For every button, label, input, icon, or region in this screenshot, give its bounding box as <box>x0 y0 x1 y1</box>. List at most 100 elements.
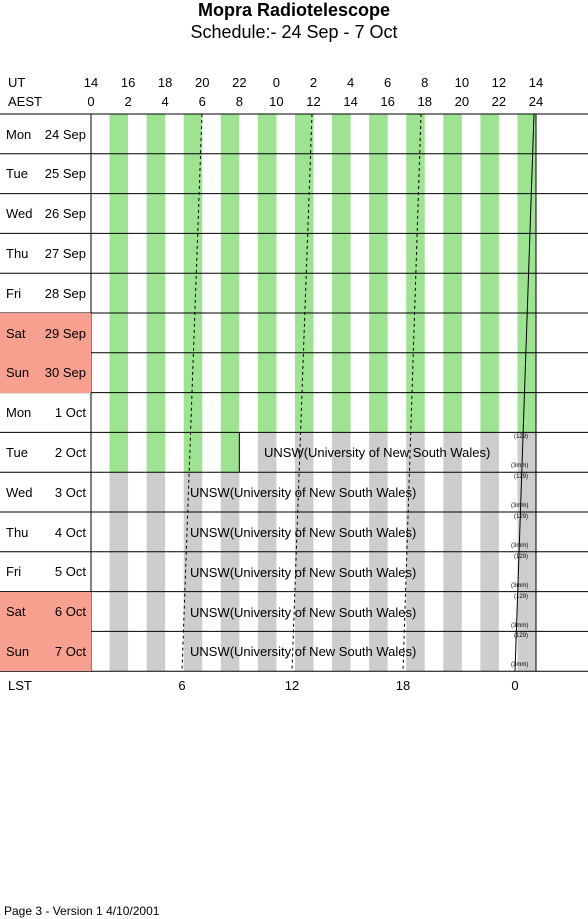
hour-stripe <box>332 114 351 154</box>
hour-stripe <box>146 193 166 234</box>
hour-stripe <box>369 472 388 512</box>
ut-tick-label: 10 <box>454 75 470 90</box>
hour-stripe <box>480 512 499 552</box>
lst-tick-label: 18 <box>395 678 411 693</box>
ut-tick-label: 14 <box>528 75 544 90</box>
ut-tick-label: 8 <box>421 75 429 90</box>
project-note-top: (129) <box>514 553 529 560</box>
lst-tick-label: 12 <box>284 678 300 693</box>
hour-stripe <box>183 631 203 672</box>
project-allocation-label: UNSW(University of New South Wales) <box>190 564 417 580</box>
hour-stripe <box>332 352 351 393</box>
hour-stripe <box>257 233 277 274</box>
day-name: Fri <box>6 564 22 580</box>
hour-stripe <box>257 193 277 234</box>
hour-stripe <box>517 352 536 393</box>
hour-stripe <box>406 432 425 473</box>
hour-stripe <box>220 153 240 194</box>
hour-stripe <box>220 591 240 632</box>
ut-tick-label: 0 <box>272 75 281 90</box>
hour-stripe <box>220 551 240 592</box>
hour-stripe <box>183 551 203 592</box>
day-name: Fri <box>6 285 22 301</box>
hour-stripe <box>294 551 314 592</box>
hour-stripe <box>257 432 277 473</box>
hour-stripe <box>369 631 388 672</box>
hour-stripe <box>220 432 240 473</box>
day-name: Thu <box>6 524 29 540</box>
project-note-top: (129) <box>514 474 529 481</box>
hour-stripe <box>183 193 203 234</box>
hour-stripe <box>109 472 129 512</box>
lst-tick-label: 0 <box>511 678 519 693</box>
project-note-bottom: (3mm) <box>511 543 529 549</box>
project-note-top: (129) <box>514 514 529 520</box>
hour-stripe <box>146 631 166 672</box>
aest-tick-label: 14 <box>343 94 358 109</box>
hour-stripe <box>480 273 499 313</box>
hour-stripe <box>146 233 166 274</box>
project-note-bottom: (3mm) <box>511 503 529 510</box>
day-name: Wed <box>6 206 33 222</box>
project-allocation-label: UNSW(University of New South Wales) <box>264 445 491 461</box>
day-name: Tue <box>6 166 28 182</box>
day-name: Wed <box>6 484 33 500</box>
day-name: Mon <box>6 126 32 142</box>
hour-stripe <box>257 551 277 592</box>
hour-stripe <box>517 551 536 592</box>
hour-stripe <box>146 313 166 353</box>
hour-stripe <box>294 512 314 552</box>
hour-stripe <box>183 273 203 313</box>
hour-stripe <box>480 551 499 592</box>
hour-stripe <box>146 432 166 473</box>
project-allocation-label: UNSW(University of New South Wales) <box>190 485 417 501</box>
hour-stripe <box>109 313 129 353</box>
schedule-title: Mopra Radiotelescope <box>197 0 391 20</box>
hour-stripe <box>183 392 203 433</box>
hour-stripe <box>183 233 203 274</box>
ut-tick-label: 2 <box>309 75 318 90</box>
hour-stripe <box>443 512 462 552</box>
hour-stripe <box>443 432 462 473</box>
hour-stripe <box>517 512 536 552</box>
hour-stripe <box>257 273 277 313</box>
lst-zero-line <box>514 113 535 672</box>
aest-tick-label: 2 <box>124 94 132 109</box>
hour-stripe <box>443 153 462 194</box>
hour-stripe <box>257 313 277 353</box>
ut-tick-label: 16 <box>120 75 136 90</box>
day-label: Mon 24 Sep <box>0 114 91 154</box>
hour-stripe <box>332 551 351 592</box>
day-label: Mon 1 Oct <box>0 393 91 433</box>
hour-stripe <box>406 472 425 512</box>
aest-tick-label: 12 <box>306 94 321 109</box>
hour-stripe <box>332 432 351 473</box>
hour-stripe <box>146 512 166 552</box>
hour-stripe <box>406 551 425 592</box>
hour-stripe <box>294 193 314 234</box>
hour-stripe <box>332 233 351 274</box>
day-name: Mon <box>6 405 32 421</box>
ut-axis-label: UT <box>8 75 26 90</box>
project-note-bottom: (3mm) <box>511 463 529 470</box>
hour-stripe <box>109 631 129 672</box>
lst-dashed-line <box>181 113 203 672</box>
hour-stripe <box>220 313 240 353</box>
hour-stripe <box>257 472 277 512</box>
hour-stripe <box>109 273 129 313</box>
hour-stripe <box>443 591 462 632</box>
hour-stripe <box>146 591 166 632</box>
ut-tick-label: 6 <box>384 75 392 90</box>
day-label: Thu 27 Sep <box>0 233 91 273</box>
hour-stripe <box>517 193 536 234</box>
hour-stripe <box>257 114 277 154</box>
hour-stripe <box>443 392 462 433</box>
aest-tick-label: 8 <box>235 94 243 109</box>
hour-stripe <box>109 193 129 234</box>
hour-stripe <box>146 153 166 194</box>
hour-stripe <box>257 631 277 672</box>
ut-tick-label: 4 <box>346 75 355 90</box>
hour-stripe <box>332 193 351 234</box>
project-allocation-label: UNSW(University of New South Wales) <box>190 604 417 620</box>
